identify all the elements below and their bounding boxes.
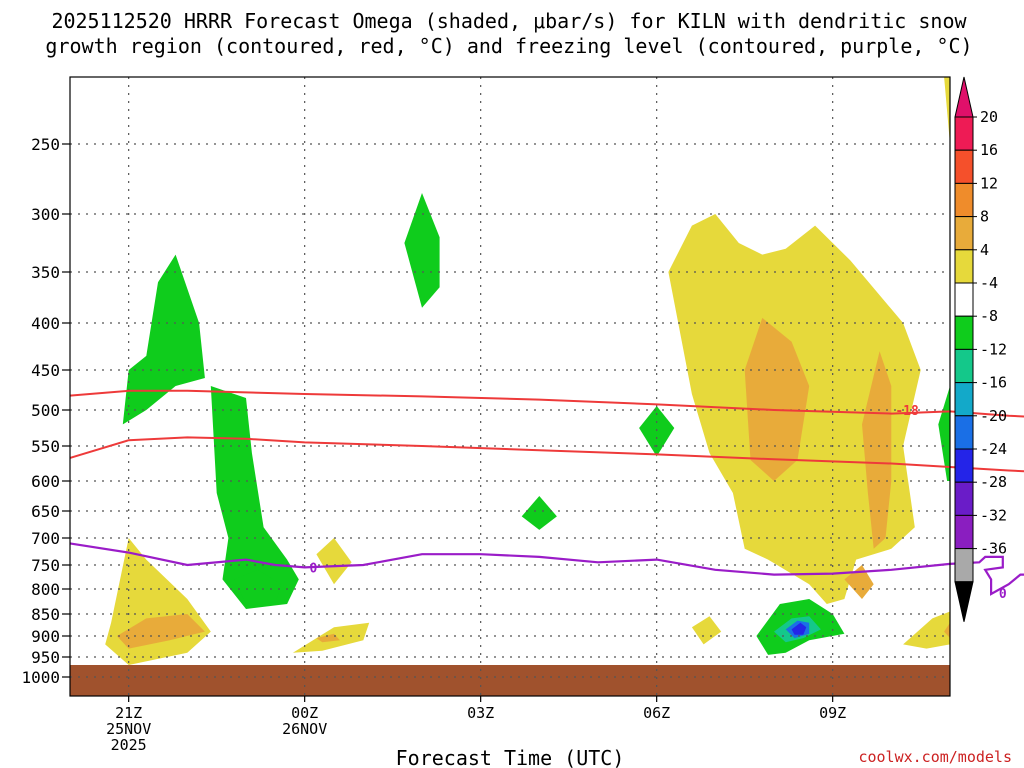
colorbar-swatch-3 [954, 216, 974, 251]
colorbar-label-1: 16 [980, 141, 998, 159]
colorbar-label-9: -20 [980, 407, 1007, 425]
plot-border [69, 76, 951, 697]
x-tick-label-3-1: 26NOV [282, 720, 327, 738]
y-tick-label-800: 800 [31, 580, 60, 599]
colorbar-label-3: 8 [980, 208, 989, 226]
colorbar-swatch-4 [954, 249, 974, 284]
chart-title-line1: 2025112520 HRRR Forecast Omega (shaded, … [51, 9, 967, 33]
omega-region-rise-upper-mid [404, 193, 440, 308]
omega-region-rise-thin-540 [938, 386, 950, 481]
omega-region-sink-tiny-880 [691, 616, 722, 645]
colorbar-bottom-arrow [954, 581, 974, 622]
omega-region-sink-lower-right-band [903, 611, 950, 649]
colorbar-top-arrow [954, 76, 974, 118]
omega-region-sink-main-core-a [744, 317, 810, 481]
omega-region-rise-small-650 [521, 496, 557, 530]
omega-region-sink-near-3 [316, 538, 352, 585]
omega-region-rise-lower-center-d [791, 622, 807, 635]
dgz-contour-label: -18 [895, 404, 919, 419]
colorbar-swatch-2 [954, 182, 974, 218]
omega-region-sink-main-core-c [844, 565, 874, 599]
freezing-level-line [69, 542, 1024, 596]
y-tick-label-850: 850 [31, 605, 60, 624]
colorbar-label-6: -8 [980, 307, 998, 325]
colorbar-swatch-13 [954, 548, 974, 583]
colorbar-swatch-11 [954, 481, 974, 516]
colorbar-swatch-5 [954, 282, 974, 317]
y-axis: 250 300 350 400 450 500 550 600 650 700 750 800 850 9… [21, 135, 70, 687]
colorbar-label-12: -32 [980, 506, 1007, 524]
y-tick-label-900: 900 [31, 627, 60, 646]
x-tick-label-0-2: 2025 [111, 736, 147, 754]
omega-region-sink-right-top [944, 77, 950, 144]
ground-fill [70, 665, 950, 696]
colorbar-label-0: 20 [980, 108, 998, 126]
y-tick-label-400: 400 [31, 314, 60, 333]
x-tick-label-6-0: 03Z [467, 704, 494, 722]
site-credit: coolwx.com/models [858, 748, 1012, 766]
colorbar-swatch-12 [954, 514, 974, 550]
freezing-contour-label-1: 0 [999, 587, 1007, 602]
x-tick-label-3-0: 00Z [291, 704, 318, 722]
omega-region-sink-main-core-b [862, 351, 892, 549]
freezing-contour-label-0: 0 [310, 561, 318, 576]
colorbar-swatch-0 [954, 116, 974, 151]
x-tick-label-0-1: 25NOV [106, 720, 151, 738]
x-tick-label-0-0: 21Z [115, 704, 142, 722]
colorbar-label-10: -24 [980, 440, 1007, 458]
colorbar-label-4: 4 [980, 241, 989, 259]
omega-region-sink-low-left-core [116, 614, 205, 649]
colorbar-swatch-10 [954, 448, 974, 483]
colorbar-label-8: -16 [980, 374, 1007, 392]
omega-region-sink-low-left [105, 538, 211, 665]
x-tick-label-9-0: 06Z [643, 704, 670, 722]
chart-title-line2: growth region (contoured, red, °C) and f… [45, 34, 972, 58]
dendritic-minus-18-line [69, 436, 1024, 473]
x-axis-label: Forecast Time (UTC) [396, 746, 625, 768]
y-tick-label-300: 300 [31, 205, 60, 224]
y-tick-label-1000: 1000 [21, 668, 60, 687]
plot-area: -18 0 0 [69, 76, 1024, 697]
x-tick-label-12-0: 09Z [819, 704, 846, 722]
y-tick-label-500: 500 [31, 401, 60, 420]
y-tick-label-600: 600 [31, 472, 60, 491]
omega-region-rise-left [122, 254, 205, 425]
omega-shading [105, 77, 950, 665]
colorbar-label-13: -36 [980, 540, 1007, 558]
colorbar-swatch-8 [954, 382, 974, 417]
y-tick-label-750: 750 [31, 556, 60, 575]
dendritic-minus-12-line [69, 389, 1024, 418]
y-tick-label-450: 450 [31, 361, 60, 380]
colorbar-label-11: -28 [980, 473, 1007, 491]
colorbar-swatch-7 [954, 348, 974, 384]
y-tick-label-950: 950 [31, 648, 60, 667]
colorbar-swatch-1 [954, 149, 974, 184]
y-tick-label-550: 550 [31, 437, 60, 456]
omega-region-rise-mid-left-core [234, 569, 282, 604]
y-tick-label-650: 650 [31, 502, 60, 521]
y-tick-label-250: 250 [31, 135, 60, 154]
colorbar-label-2: 12 [980, 174, 998, 192]
omega-region-sink-lower-right-band-core [944, 622, 950, 639]
y-tick-label-350: 350 [31, 263, 60, 282]
omega-region-rise-mid-left [210, 386, 299, 609]
colorbar-label-5: -4 [980, 274, 998, 292]
colorbar-swatch-9 [954, 415, 974, 450]
omega-region-rise-small-530 [639, 406, 675, 457]
colorbar-swatch-6 [954, 315, 974, 350]
grid [70, 77, 950, 696]
colorbar-label-7: -12 [980, 340, 1007, 358]
colorbar: 20 16 12 8 4 -4 -8 -12 -16 -20 -24 -28 -32 -36 [954, 76, 1007, 622]
y-tick-label-700: 700 [31, 529, 60, 548]
